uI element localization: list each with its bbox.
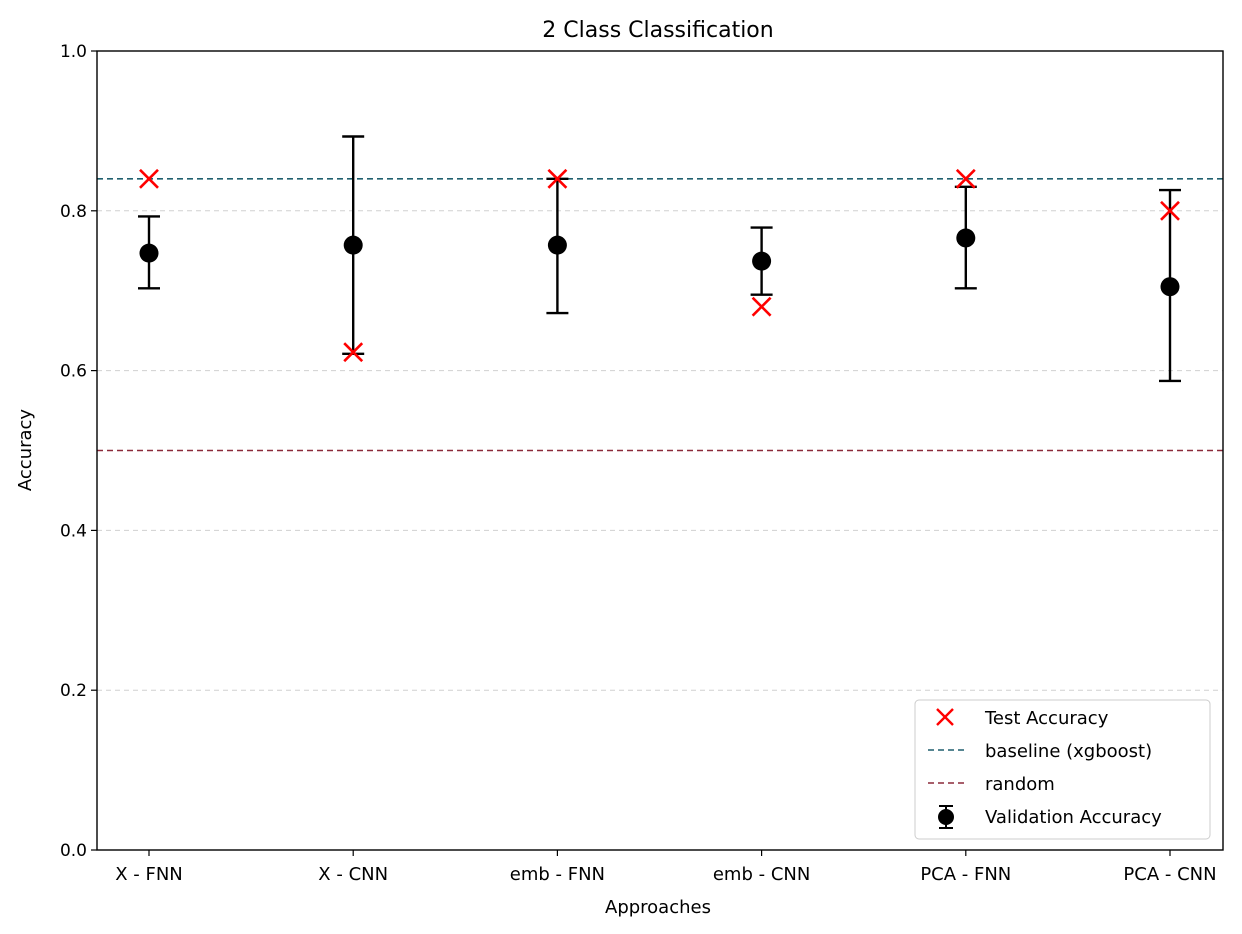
test-point-stroke <box>547 168 568 189</box>
test-point <box>1160 200 1180 221</box>
validation-errorbar <box>546 177 569 315</box>
y-tick-label: 0.6 <box>60 362 87 382</box>
y-axis: 0.0 0.2 0.4 0.6 0.8 1.0 <box>60 42 97 861</box>
test-series <box>139 168 1180 363</box>
y-tick-label: 1.0 <box>60 42 87 62</box>
y-tick-label: 0.8 <box>60 202 87 222</box>
reference-lines <box>97 178 1223 452</box>
legend-label-baseline: baseline (xgboost) <box>985 741 1152 762</box>
legend-errorbar-marker-icon <box>938 805 954 829</box>
test-point-stroke <box>1160 200 1180 221</box>
legend-label-random: random <box>985 774 1055 795</box>
test-point <box>955 168 976 189</box>
validation-errorbar <box>750 226 773 296</box>
legend: Test Accuracy baseline (xgboost) random … <box>914 699 1211 840</box>
validation-errorbar <box>1159 188 1181 383</box>
validation-point <box>547 235 567 255</box>
test-point-stroke <box>751 296 772 317</box>
x-tick-label: PCA - CNN <box>1123 864 1216 885</box>
test-point <box>547 168 568 189</box>
validation-point <box>752 251 772 271</box>
validation-point <box>343 235 363 255</box>
plot-frame <box>96 50 1224 851</box>
legend-label-validation: Validation Accuracy <box>985 807 1162 828</box>
chart-title: 2 Class Classification <box>542 18 773 43</box>
validation-point <box>956 228 976 248</box>
y-tick-label: 0.2 <box>60 681 87 701</box>
legend-test-marker-icon <box>936 708 954 726</box>
x-tick-label: PCA - FNN <box>920 864 1011 885</box>
y-axis-label: Accuracy <box>15 409 36 492</box>
validation-point <box>1160 277 1180 297</box>
legend-entry-baseline: baseline (xgboost) <box>928 741 1152 762</box>
legend-box <box>914 699 1211 840</box>
legend-label-test: Test Accuracy <box>984 708 1109 729</box>
grid-lines <box>97 210 1223 691</box>
test-point-stroke <box>343 342 364 363</box>
test-point <box>139 168 159 189</box>
x-tick-label: emb - CNN <box>713 864 810 885</box>
legend-entry-validation: Validation Accuracy <box>938 805 1162 829</box>
y-tick-label: 0.0 <box>60 841 87 861</box>
validation-point <box>139 243 159 263</box>
validation-errorbar <box>138 215 160 290</box>
test-point <box>343 342 364 363</box>
validation-series <box>138 135 1181 383</box>
x-axis: X - FNN X - CNN emb - FNN emb - CNN PCA - FN… <box>115 850 1217 885</box>
x-axis-label: Approaches <box>605 897 711 918</box>
x-tick-label: emb - FNN <box>510 864 605 885</box>
test-point-stroke <box>139 168 159 189</box>
x-tick-label: X - FNN <box>115 864 183 885</box>
test-point-stroke <box>955 168 976 189</box>
test-point <box>751 296 772 317</box>
legend-entry-random: random <box>928 774 1055 795</box>
legend-entry-test: Test Accuracy <box>936 708 1109 729</box>
y-tick-label: 0.4 <box>60 521 87 541</box>
x-tick-label: X - CNN <box>318 864 388 885</box>
